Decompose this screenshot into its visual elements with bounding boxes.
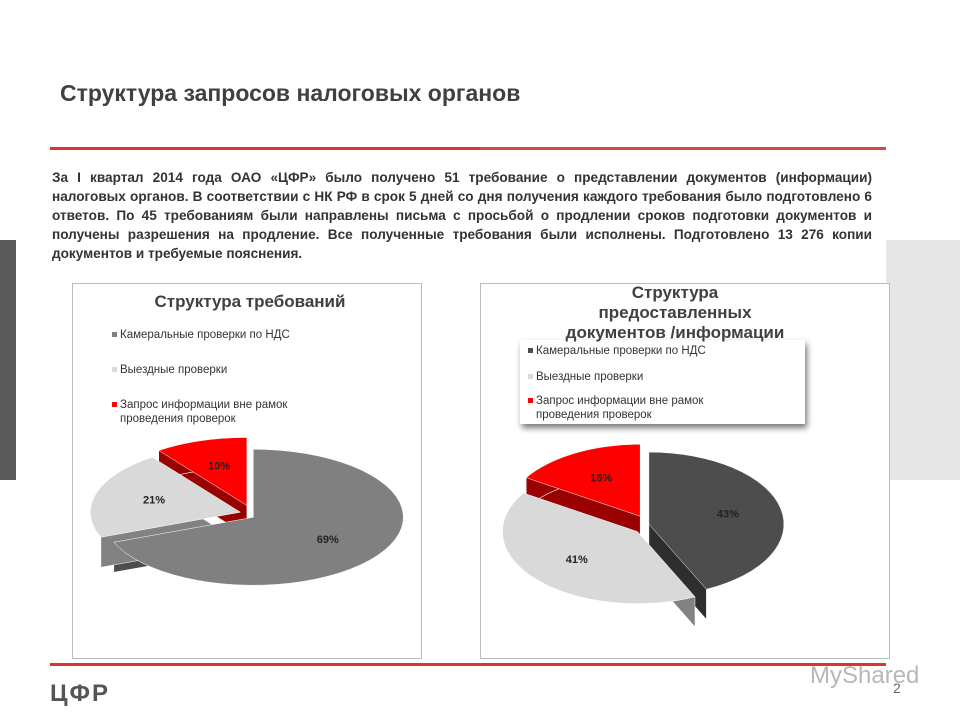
logo: ЦФР xyxy=(50,680,111,707)
slide-title: Структура запросов налоговых органов xyxy=(60,80,521,106)
value-label: 16% xyxy=(590,472,612,484)
legend-swatch xyxy=(528,374,533,379)
legend-swatch xyxy=(528,398,533,403)
legend-swatch xyxy=(112,402,117,407)
slice xyxy=(525,443,641,517)
side-bar xyxy=(0,240,16,480)
legend-label: Выездные проверки xyxy=(120,364,227,376)
legend-label: Запрос информации вне рамок проведения пр… xyxy=(536,395,704,421)
legend-swatch xyxy=(528,348,533,353)
rule xyxy=(480,147,886,150)
watermark: MyShared xyxy=(810,662,920,689)
legend-label: Запрос информации вне рамок проведения пр… xyxy=(120,399,288,425)
value-label: 10% xyxy=(208,461,230,473)
legend-swatch xyxy=(112,367,117,372)
paragraph: За I квартал 2014 года ОАО «ЦФР» было по… xyxy=(52,170,872,261)
rule xyxy=(50,147,480,150)
slice xyxy=(158,437,248,506)
slice xyxy=(113,448,404,586)
slice xyxy=(502,492,696,604)
value-label: 69% xyxy=(317,534,339,546)
legend-label: Выездные проверки xyxy=(536,371,643,383)
chart-title: Структура требований xyxy=(155,292,346,311)
page-number: 2 xyxy=(893,680,901,696)
value-label: 43% xyxy=(717,509,739,521)
value-label: 41% xyxy=(566,554,588,566)
legend-box xyxy=(520,340,805,424)
rule xyxy=(50,663,886,666)
chart-title: Структура предоставленных документов /инфо… xyxy=(566,283,785,342)
slice xyxy=(648,451,785,590)
side-block xyxy=(886,240,960,480)
legend-label: Камеральные проверки по НДС xyxy=(536,345,706,357)
legend-swatch xyxy=(112,332,117,337)
legend-label: Камеральные проверки по НДС xyxy=(120,329,290,341)
value-label: 21% xyxy=(143,495,165,507)
slice xyxy=(90,456,242,538)
